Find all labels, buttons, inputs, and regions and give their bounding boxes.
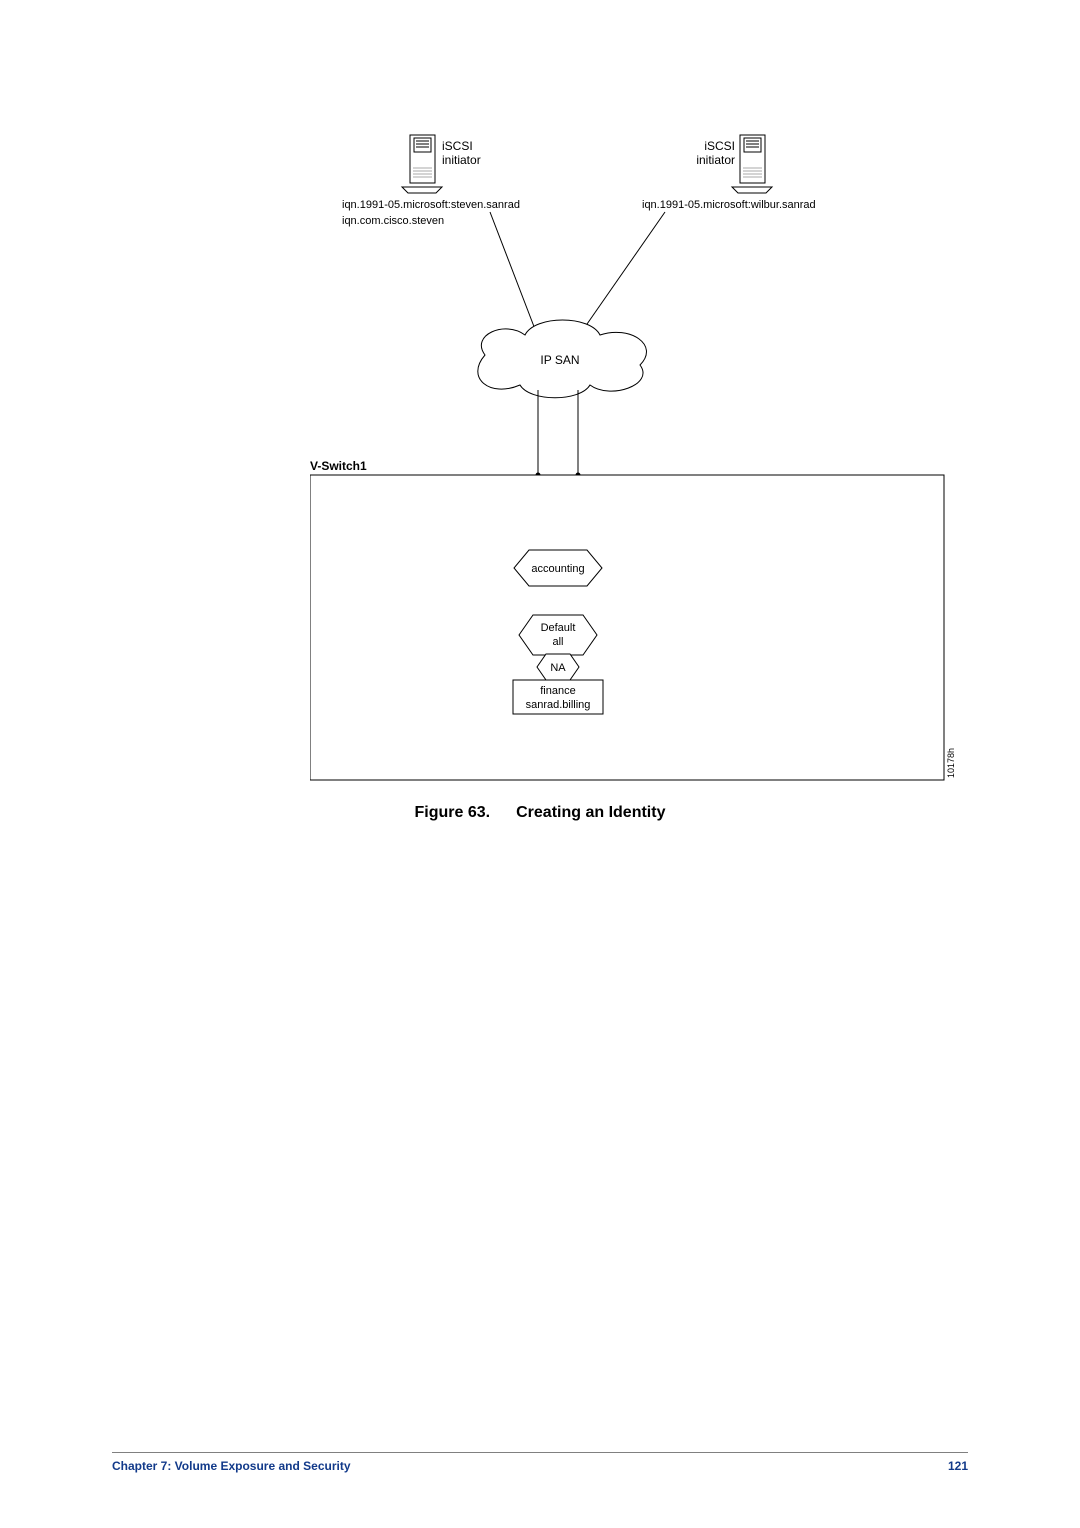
switch-label: V-Switch1 <box>310 459 367 473</box>
billing-label: sanrad.billing <box>526 699 591 711</box>
default-hex: Default all <box>519 615 597 655</box>
default-label: Default <box>541 622 576 634</box>
na-hex: NA <box>537 654 579 680</box>
figure-title: Creating an Identity <box>516 804 665 821</box>
na-label: NA <box>550 662 566 674</box>
side-code: 10178h <box>946 748 956 778</box>
ip-san-cloud: IP SAN <box>478 320 647 398</box>
figure-number: Figure 63. <box>415 804 491 821</box>
left-wwn-2: iqn.com.cisco.steven <box>342 215 444 227</box>
finance-label: finance <box>540 685 575 697</box>
left-initiator: iSCSI initiator iqn.1991-05.microsoft:st… <box>342 135 520 227</box>
accounting-hex: accounting <box>514 550 602 586</box>
left-iscsi-label-2: initiator <box>442 153 481 167</box>
footer-chapter: Chapter 7: Volume Exposure and Security <box>112 1459 351 1473</box>
cloud-label: IP SAN <box>540 353 579 367</box>
finance-box: finance sanrad.billing <box>513 680 603 714</box>
diagram: iSCSI initiator iqn.1991-05.microsoft:st… <box>310 130 960 790</box>
footer-page-number: 121 <box>948 1459 968 1473</box>
right-wwn: iqn.1991-05.microsoft:wilbur.sanrad <box>642 199 816 211</box>
left-wwn-1: iqn.1991-05.microsoft:steven.sanrad <box>342 199 520 211</box>
right-iscsi-label-1: iSCSI <box>704 139 735 153</box>
all-label: all <box>552 636 563 648</box>
footer-rule <box>112 1452 968 1453</box>
right-iscsi-label-2: initiator <box>696 153 735 167</box>
accounting-label: accounting <box>531 563 584 575</box>
left-iscsi-label-1: iSCSI <box>442 139 473 153</box>
page-footer: Chapter 7: Volume Exposure and Security … <box>112 1452 968 1473</box>
right-initiator: iSCSI initiator iqn.1991-05.microsoft:wi… <box>642 135 816 211</box>
figure-caption: Figure 63. Creating an Identity <box>0 804 1080 822</box>
